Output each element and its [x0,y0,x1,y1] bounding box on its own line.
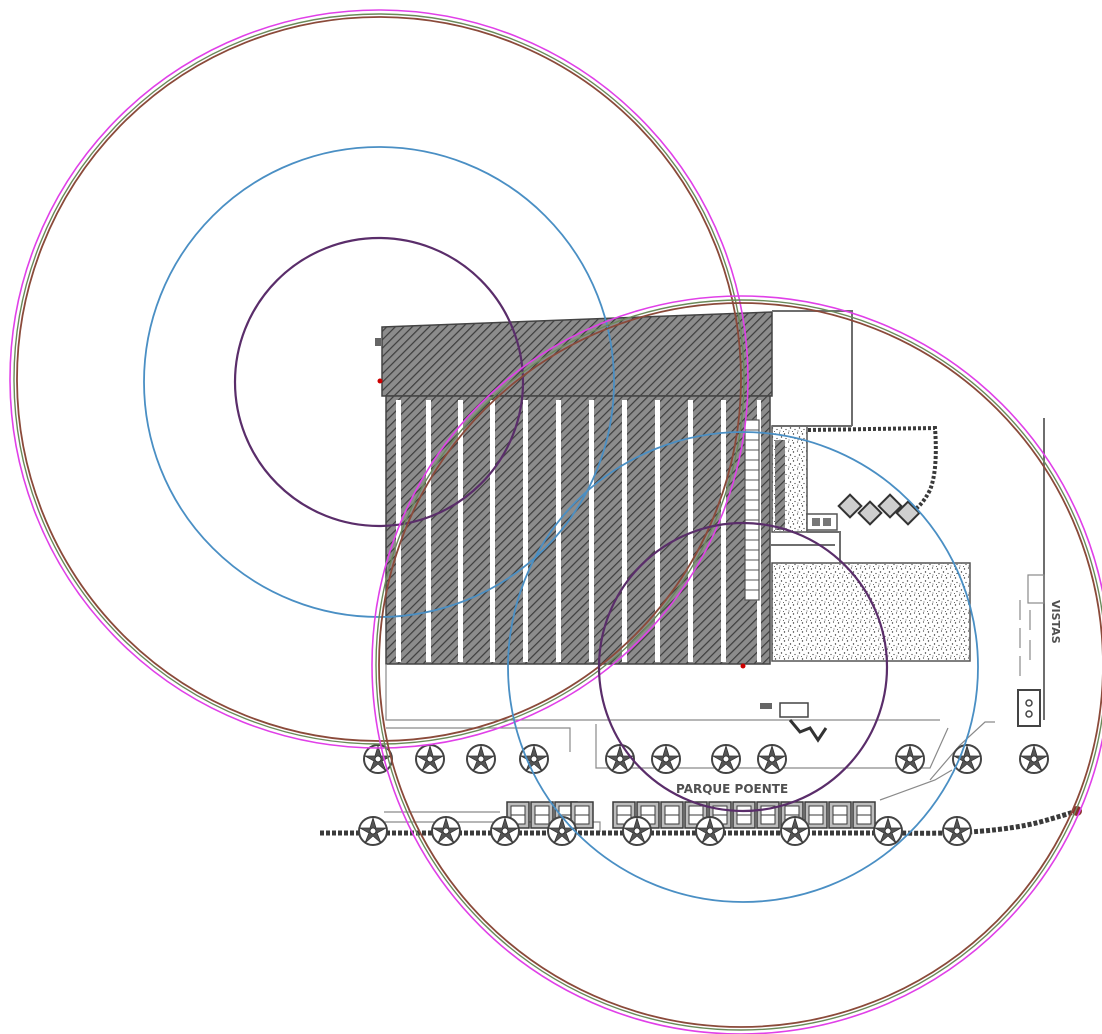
vistas-label: VISTAS [1049,600,1062,644]
annex-box [806,513,838,531]
left-marker [375,338,381,346]
center-marker-right [740,663,746,669]
ring-right-blue [507,431,979,903]
building-footprint [375,311,773,665]
park-label: PARQUE POENTE [676,782,788,796]
ring-right-outer-brown [378,302,1102,1028]
ring-left-purple [233,236,525,528]
radius-rings-right [371,295,1102,1034]
diamond-planters [837,493,921,526]
annex-speckle-lower [771,562,971,662]
tree-row-upper [363,744,1049,774]
ring-left-outer-magenta [9,9,749,749]
ring-right-outer-magenta [371,295,1102,1034]
annex [770,310,971,662]
radius-rings-left [9,9,749,749]
ring-left-outer-green [13,13,745,745]
ring-right-outer-green [375,299,1102,1031]
bench [779,702,809,718]
annex-hatch-strip [775,440,785,530]
center-marker-left [377,378,383,384]
stair-steps [745,429,759,591]
vistas-zone: VISTAS [1017,418,1062,727]
roof-band [381,311,773,397]
main-hatched-block [385,395,771,665]
ring-right-purple [597,521,889,813]
ring-left-outer-brown [16,16,742,742]
vistas-sign [1017,689,1041,727]
